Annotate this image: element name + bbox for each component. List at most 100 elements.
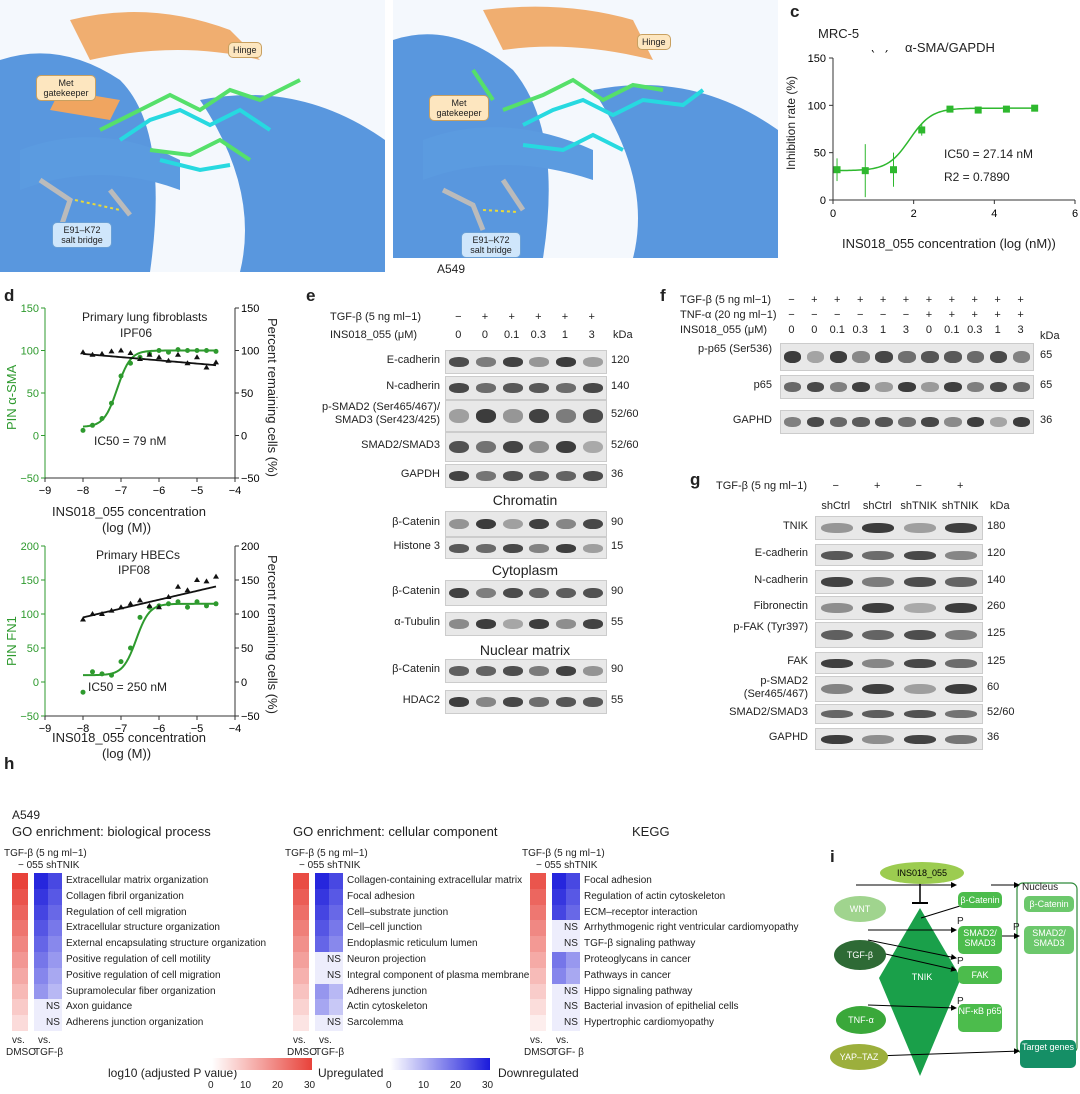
f-blot-2-band (921, 417, 939, 427)
hinge-tag-a: Hinge (228, 42, 262, 58)
e-blot-8-band (555, 619, 577, 629)
g-lane-2: shTNIK (900, 500, 938, 512)
h-kegg-tgf: TGF-β (5 ng ml−1) (522, 848, 605, 859)
panel-e-kda: kDa (613, 329, 633, 341)
d-xtick-label: −8 (77, 485, 90, 497)
panel-label-i: i (830, 847, 835, 866)
f-ins-lane-6: 0 (925, 324, 932, 336)
d-rtick-label: 200 (241, 541, 259, 553)
h-cc-up-cell-9 (293, 1015, 309, 1031)
g-blot-8-band (945, 734, 977, 744)
e-blot-4-band (475, 471, 497, 481)
h-cc-down-cell-b-7 (329, 983, 343, 1000)
h-bp-down-cell-b-1 (48, 888, 62, 905)
panel-label-e: e (306, 286, 316, 305)
h-kegg-ns-4: NS (564, 938, 578, 950)
f-blot-2 (780, 410, 1034, 434)
h-kegg-up-cell-3 (530, 920, 546, 937)
h-bp-down-cell-b-2 (48, 904, 62, 921)
h-bp-down-cell-b-9 (48, 1015, 62, 1031)
g-blot-7-band (945, 709, 977, 719)
d-top-green-curve (82, 349, 216, 428)
h-bp-ns-9: NS (46, 1017, 60, 1029)
d-top-black-point (165, 357, 172, 363)
h-kegg-down-cell-b-8 (566, 999, 580, 1016)
d-rtick-label: 150 (241, 303, 259, 315)
f-tgf-lane-8: + (971, 294, 978, 306)
e-row-label-4: GAPDH (400, 468, 440, 480)
d-rtick-label: 100 (241, 346, 259, 358)
h-cc-term-6: Integral component of plasma membrane (347, 969, 530, 981)
panel-c-cell: MRC-5 (818, 26, 860, 41)
e-blot-8 (445, 612, 607, 636)
h-kegg-down-cell-b-6 (566, 967, 580, 984)
h-kegg-term-7: Hippo signaling pathway (584, 985, 693, 997)
e-blot-5-band (529, 518, 550, 530)
e-blot-10-band (449, 697, 470, 707)
node-nfkb: NF-κB p65 (958, 1004, 1002, 1032)
g-tgf-lane-1: + (874, 480, 881, 492)
h-cc-down-cell-b-5 (329, 952, 343, 968)
d-top-green-point (175, 347, 181, 353)
f-tgf-lane-3: + (856, 294, 864, 306)
e-tgf-lane-3: + (535, 311, 542, 323)
f-ins-lane-10: 3 (1017, 324, 1024, 336)
g-blot-4-band (903, 629, 936, 641)
e-row-kda-8: 55 (611, 616, 624, 628)
h-kegg-term-6: Pathways in cancer (584, 969, 671, 981)
h-kegg-cols: − 055 shTNIK (536, 860, 598, 871)
h-cc-down-cell-a-7 (315, 983, 329, 1000)
panel-label-g: g (690, 470, 701, 489)
f-blot-0-band (921, 351, 939, 363)
panel-d-top-xlabel2: (log (M)) (102, 520, 152, 535)
d-rtick-label: 50 (241, 643, 253, 655)
g-blot-6-band (862, 683, 894, 695)
g-blot-0-band (820, 523, 853, 533)
d-xtick-label: −9 (39, 723, 52, 735)
protein-ribbon-b (393, 0, 778, 258)
h-cc-down-cell-a-1 (315, 888, 329, 905)
node-fak: FAK (958, 966, 1002, 984)
f-ins-lane-1: 0 (811, 324, 818, 336)
h-cc-up-cell-7 (293, 983, 309, 1000)
f-tnf-lane-7: + (948, 309, 956, 321)
panel-g-tgf-label: TGF-β (5 ng ml−1) (716, 480, 807, 492)
e-blot-8-band (582, 619, 603, 629)
e-blot-1-band (555, 383, 577, 393)
f-tgf-lane-1: + (811, 294, 818, 306)
d-xtick-label: −6 (153, 485, 166, 497)
e-blot-10 (445, 690, 607, 714)
f-blot-1-band (921, 382, 939, 392)
h-kegg-term-4: TGF-β signaling pathway (584, 938, 696, 950)
h-bp-term-5: Positive regulation of cell motility (66, 954, 211, 965)
d-ltick-label: 150 (21, 575, 39, 587)
e-ins-lane-0: 0 (455, 329, 462, 341)
f-tgf-lane-4: + (879, 294, 887, 306)
f-blot-0-band (1012, 351, 1031, 363)
legend-up-gradient (212, 1058, 312, 1070)
legend-down-tick-3: 30 (482, 1080, 494, 1091)
h-kegg-down-cell-a-4 (552, 936, 566, 952)
h-bp-up-cell-9 (12, 1015, 28, 1031)
f-tgf-lane-0: − (788, 294, 795, 306)
h-bp-down-cell-b-8 (48, 999, 62, 1016)
h-kegg-down-cell-a-5 (552, 952, 566, 968)
d-bottom-green-point (175, 599, 181, 605)
g-row-kda-3: 260 (987, 600, 1006, 612)
e-row-label-8: α-Tubulin (394, 616, 440, 628)
e-blot-10-band (529, 697, 550, 707)
d-bottom-green-point (137, 614, 143, 620)
h-cc-term-5: Neuron projection (347, 954, 426, 965)
c-xtick-label: 6 (1072, 208, 1078, 220)
h-bp-term-9: Adherens junction organization (66, 1017, 204, 1029)
e-ins-lane-4: 1 (561, 329, 569, 341)
e-blot-0-band (555, 357, 577, 367)
h-cc-down-cell-b-3 (329, 920, 343, 937)
e-row-label-7: β-Catenin (392, 585, 440, 597)
h-bp-down-cell-b-5 (48, 952, 62, 968)
h-bp-up-cell-6 (12, 967, 28, 984)
h-cc-down-cell-b-8 (329, 999, 343, 1016)
f-blot-2-band (806, 417, 825, 427)
h-bp-down-cell-a-7 (34, 983, 48, 1000)
f-blot-2-band (783, 417, 802, 427)
